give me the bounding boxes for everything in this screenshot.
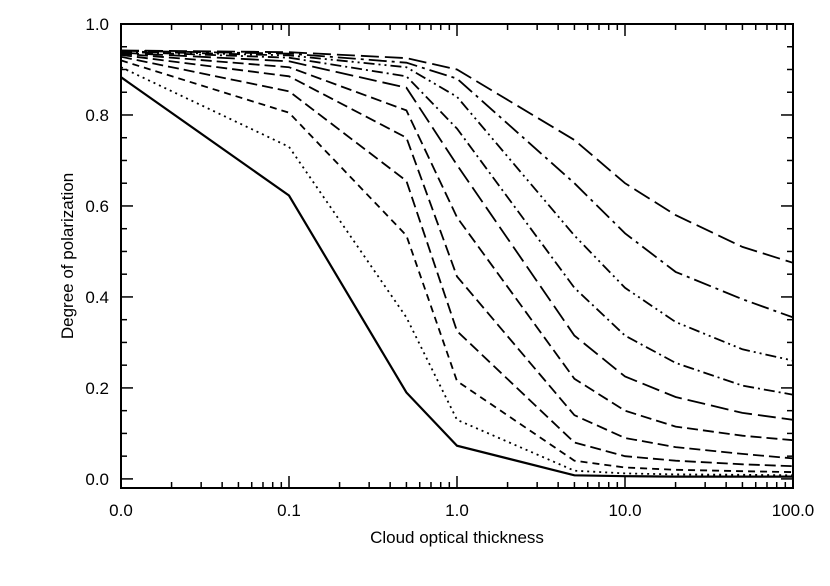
y-tick-label: 1.0 bbox=[85, 15, 109, 34]
series-line-1 bbox=[120, 76, 793, 478]
series-line-5 bbox=[120, 54, 794, 460]
x-tick-label: 100.0 bbox=[772, 501, 815, 520]
y-tick-label: 0.2 bbox=[85, 379, 109, 398]
series-line-7 bbox=[120, 51, 794, 421]
y-tick-label: 0.4 bbox=[85, 288, 109, 307]
series-line-10 bbox=[120, 49, 794, 319]
x-tick-label: 0.1 bbox=[277, 501, 301, 520]
series-line-11 bbox=[120, 49, 794, 264]
y-axis-label: Degree of polarization bbox=[58, 173, 77, 339]
series-line-6 bbox=[120, 52, 794, 442]
x-tick-label: 0.0 bbox=[109, 501, 133, 520]
y-tick-label: 0.0 bbox=[85, 470, 109, 489]
series-line-2 bbox=[120, 66, 794, 477]
x-axis-label: Cloud optical thickness bbox=[370, 528, 544, 547]
series-line-9 bbox=[120, 50, 794, 362]
plot-frame bbox=[120, 23, 794, 489]
series-layer bbox=[120, 49, 794, 478]
series-line-4 bbox=[120, 55, 794, 468]
y-tick-label: 0.6 bbox=[85, 197, 109, 216]
series-line-8 bbox=[120, 50, 794, 396]
y-tick-label: 0.8 bbox=[85, 106, 109, 125]
x-tick-label: 1.0 bbox=[445, 501, 469, 520]
x-tick-label: 10.0 bbox=[608, 501, 641, 520]
series-line-3 bbox=[120, 59, 794, 473]
tick-labels: 0.0 0.1 1.0 10.0 100.0 0.0 0.2 0.4 0.6 0.8 1.0 bbox=[85, 15, 814, 520]
